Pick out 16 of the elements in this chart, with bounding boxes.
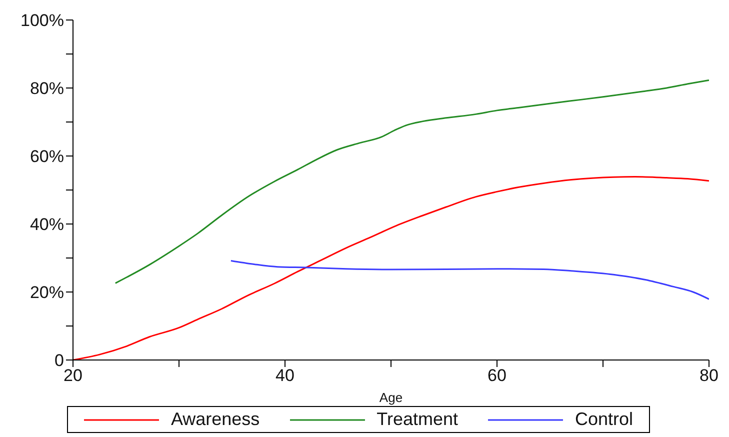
x-tick-label: 20 <box>64 366 82 386</box>
x-axis-title: Age <box>379 390 403 405</box>
x-tick-label: 40 <box>276 366 294 386</box>
y-tick-label: 60% <box>30 147 64 166</box>
line-series <box>230 260 709 300</box>
legend-label: Treatment <box>376 409 458 430</box>
line-series <box>114 79 709 284</box>
y-tick-label: 20% <box>30 283 64 302</box>
legend-label: Awareness <box>170 409 260 430</box>
legend-label: Control <box>574 409 634 430</box>
y-tick-label: 40% <box>30 215 64 234</box>
x-tick-label: 60 <box>488 366 506 386</box>
y-tick-label: 80% <box>30 79 64 98</box>
y-tick-label: 100% <box>20 11 64 30</box>
x-tick-label: 80 <box>700 366 718 386</box>
y-tick-label: 0 <box>54 351 64 370</box>
